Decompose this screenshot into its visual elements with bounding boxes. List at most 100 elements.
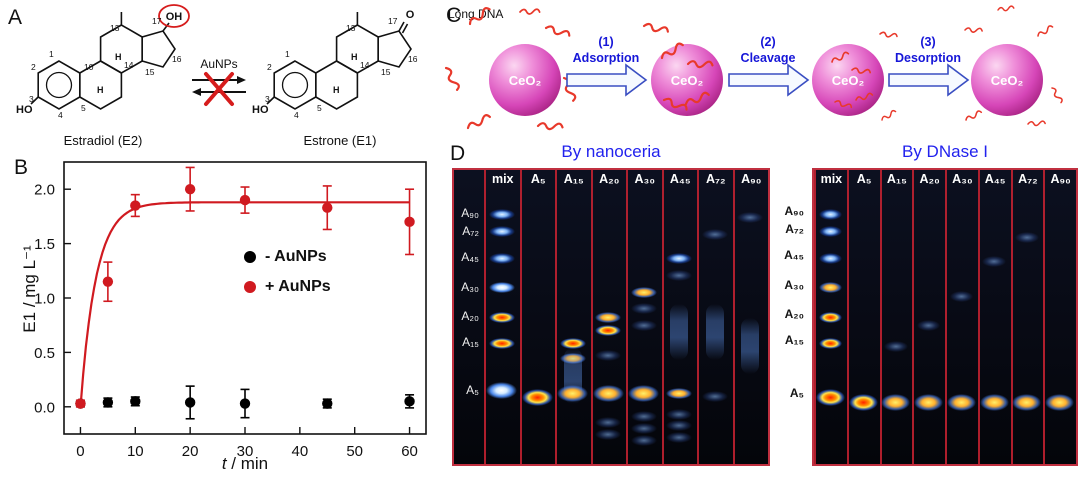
ketone-bond [398,21,405,32]
gel-lane-header: A₉₀ [1050,172,1071,186]
gel-lane-header: A₄₅ [984,172,1006,186]
panel-c-mechanism-scheme: Long DNA CeO₂ (1) Adsorption CeO₂ (2) Cl… [440,0,1080,145]
gel-band [881,393,911,411]
gel-band [884,340,908,352]
gel-lane-header: A₉₀ [741,172,762,186]
x-axis-label-unit: / min [226,454,269,473]
gel-band [848,393,878,411]
dna-squiggle-icon [879,109,898,121]
gel-row-label: A₅ [789,386,804,401]
gel-band [559,337,586,349]
y-axis-label: E1 / mg L⁻¹ [20,245,39,333]
data-point [75,398,86,409]
estradiol-caption: Estradiol (E2) [64,133,143,148]
gel-band [946,393,976,411]
gel-band [592,384,624,402]
gel-band [559,352,586,364]
step-number: (1) [598,35,613,49]
atom-number: 1 [49,49,54,59]
gel-band [595,429,622,441]
step-name: Adsorption [573,51,640,65]
gel-image-nanoceria: A₉₀ A₇₂ A₄₅ A₃₀ A₂₀ A₁₅ A₅ mix A₅ A₁₅ A₂₀ A₃₀ A₄₅ A₇₂… [452,168,770,466]
gel-band [916,320,941,332]
gel-row-labels-column: A₉₀ A₇₂ A₄₅ A₃₀ A₂₀ A₁₅ A₅ [776,168,810,466]
gel-band [741,318,760,375]
gel-lane: A₂₀ [590,170,627,464]
estrone-caption: Estrone (E1) [304,133,377,148]
dna-squiggle-icon [444,64,461,93]
gel-band [1012,393,1042,411]
dna-squiggle-icon [963,109,984,121]
gel-image-dnase: mix A₅ A₁₅ A₂₀ A₃₀ A₄₅ A₇₂ A₉₀ [812,168,1078,466]
atom-number: 2 [267,62,272,72]
gel-row-label: A₃₀ [461,279,479,294]
gel-lane: A₇₂ [697,170,733,464]
step-name: Desorption [895,51,961,65]
gel-band [557,384,589,402]
gel-row-label: A₁₅ [784,333,804,348]
gel-band [595,311,622,323]
gel-band [488,208,515,220]
gel-lane: A₄₅ [661,170,698,464]
dna-squiggle-icon [1051,85,1064,105]
gel-lane: A₃₀ [626,170,662,464]
gel-lane: mix [484,170,520,464]
gel-band [1045,393,1075,411]
dna-squiggle-icon [879,28,899,41]
reaction-arrows: AuNPs [192,57,246,106]
data-point [184,184,196,195]
dna-squiggle-icon [997,4,1015,13]
gel-band [630,411,657,423]
atom-number: 15 [381,67,391,77]
gel-band [666,432,693,444]
gel-band [701,390,728,402]
x-axis-label-variable: t [221,454,227,473]
gel-band [666,252,693,264]
forward-arrowhead [237,76,246,84]
gel-lane-header: A₃₀ [952,172,973,186]
atom-number: 5 [317,103,322,113]
gel-band [818,311,843,323]
panel-d-label: D [450,142,466,165]
data-point [404,396,415,407]
gel-lane: A₁₅ [879,170,913,464]
data-point [239,398,251,409]
gel-lane-header: A₂₀ [919,172,940,186]
aromatic-circle [281,71,309,99]
legend-marker-icon [244,281,256,293]
gel-lane-header: mix [491,172,514,186]
atom-number: 10 [84,62,94,72]
gel-band [670,303,689,360]
gel-row-label: A₇₂ [462,223,479,238]
ceo2-label: CeO₂ [671,73,704,88]
legend-label: + AuNPs [265,278,331,295]
x-axis-label: t / min [64,454,426,474]
chart-canvas: 0 10 20 30 40 50 60 0.0 0.5 1.0 1.5 2.0 [34,161,427,460]
ho-label: HO [16,104,33,116]
data-point [322,202,333,213]
x-tick-label: 10 [127,443,144,460]
gel-title-dnase: By DNase I [902,142,988,161]
gel-band [630,286,657,298]
gel-band [818,252,843,264]
gel-band [666,387,693,399]
gel-band [949,290,974,302]
gel-band [818,282,843,294]
gel-lane-header: A₇₂ [705,172,726,186]
step-arrow [888,63,970,97]
gel-lane: A₁₅ [555,170,591,464]
data-point [130,396,141,407]
gel-band [630,423,657,435]
dna-squiggle-icon [964,23,984,36]
gel-band [705,303,724,360]
gel-band [488,311,515,323]
gel-band [666,420,693,432]
gel-band [595,417,622,429]
ring-a [37,60,81,110]
reverse-arrowhead [192,88,201,96]
ring-d [377,30,412,68]
y-tick-label: 1.0 [34,291,55,308]
ketone-bond [401,23,409,34]
gel-band [815,389,845,407]
gel-row-label: A₂₀ [784,307,804,321]
